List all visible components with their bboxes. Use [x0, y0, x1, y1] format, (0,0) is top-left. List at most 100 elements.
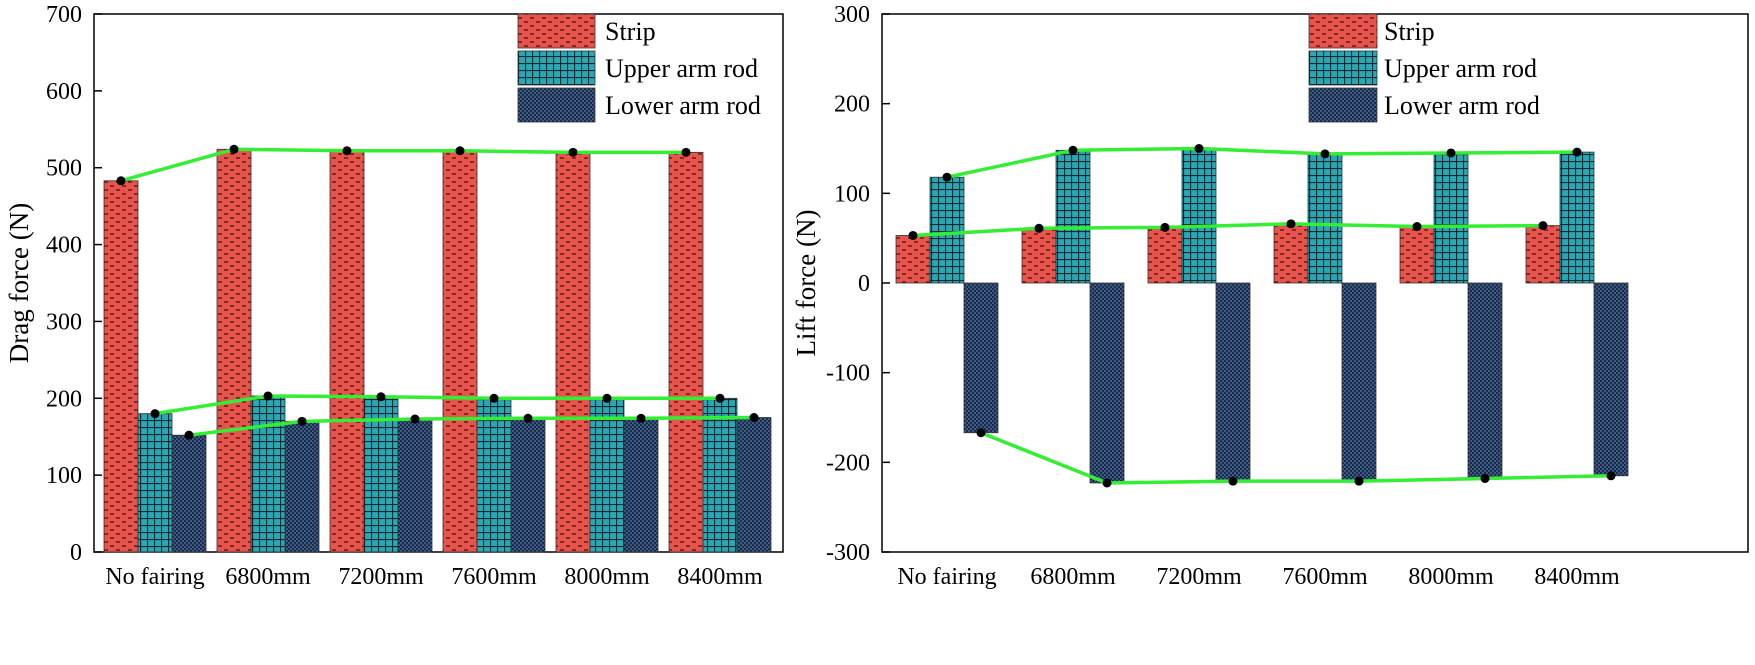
bar-upper: [476, 397, 512, 553]
x-tick-label: 7600mm: [451, 564, 537, 590]
legend-label-strip: Strip: [1384, 17, 1435, 46]
data-point-lower: [1354, 476, 1364, 486]
bar-strip: [1021, 227, 1057, 284]
data-point-strip: [1286, 219, 1296, 229]
bar-upper: [1055, 149, 1091, 284]
bar-strip: [442, 150, 478, 553]
bar-upper: [1433, 152, 1469, 284]
data-point-upper: [1194, 144, 1204, 153]
y-tick-label: -200: [826, 450, 870, 476]
bar-strip: [329, 150, 365, 553]
data-point-lower: [749, 413, 759, 422]
x-tick-label: No fairing: [897, 564, 996, 590]
data-point-upper: [489, 393, 499, 403]
y-tick-label: 600: [46, 79, 82, 105]
y-tick-label: 200: [46, 386, 82, 412]
legend-swatch-lower: [517, 87, 596, 123]
data-point-lower: [1102, 478, 1112, 488]
bar-upper: [1307, 153, 1343, 284]
bar-lower: [623, 417, 659, 553]
y-tick-label: 100: [834, 181, 870, 207]
legend-swatch-upper: [517, 50, 596, 86]
chart-2: -300 -200 -100 0 100 200 300 Lift force (N) No f…: [791, 2, 1749, 590]
bar-lower: [1089, 282, 1125, 484]
legend-swatch-strip: [517, 13, 596, 49]
x-tick-label: 8400mm: [1534, 564, 1620, 590]
trend-line-upper: [154, 394, 720, 416]
bar-strip: [1147, 227, 1183, 284]
bar-lower: [1467, 282, 1503, 479]
legend-label-lower: Lower arm rod: [1384, 91, 1540, 120]
data-point-lower: [1480, 473, 1490, 483]
y-tick-label: 0: [858, 271, 870, 297]
legend: Strip Upper arm rod Lower arm rod: [517, 13, 761, 123]
bar-strip: [1399, 226, 1435, 284]
data-point-upper: [1572, 147, 1582, 157]
data-point-strip: [1538, 221, 1548, 231]
x-tick-label: No fairing: [105, 564, 204, 590]
x-tick-label: 7600mm: [1282, 564, 1368, 590]
x-tick-label: 8400mm: [677, 564, 763, 590]
legend-swatch-upper: [1308, 50, 1378, 86]
trend-line-strip: [912, 222, 1544, 238]
data-point-upper: [602, 393, 612, 403]
y-tick-label: 300: [46, 309, 82, 335]
bar-upper: [137, 413, 173, 553]
legend-label-strip: Strip: [605, 17, 656, 46]
data-point-strip: [1412, 222, 1422, 232]
bar-lower: [736, 417, 772, 553]
bar-upper: [929, 176, 965, 284]
bar-upper: [702, 397, 738, 553]
trend-line-upper: [946, 146, 1578, 179]
bar-strip: [668, 151, 704, 553]
data-point-lower: [523, 413, 533, 423]
data-point-upper: [942, 172, 952, 182]
x-tick-label: 6800mm: [225, 564, 311, 590]
y-tick-label: 300: [834, 2, 870, 28]
legend-label-upper: Upper arm rod: [605, 54, 758, 83]
legend-label-lower: Lower arm rod: [605, 91, 761, 120]
y-tick-label: 200: [834, 92, 870, 118]
bar-lower: [284, 420, 320, 553]
data-point-lower: [184, 430, 194, 440]
bar-strip: [555, 151, 591, 553]
data-point-upper: [263, 391, 273, 401]
data-point-upper: [1446, 148, 1456, 158]
y-tick-label: 500: [46, 156, 82, 182]
data-point-strip: [229, 144, 239, 154]
bar-lower: [171, 434, 207, 553]
bar-lower: [1215, 282, 1251, 482]
bar-strip: [1273, 223, 1309, 284]
data-point-strip: [908, 230, 918, 240]
bar-strip: [1525, 225, 1561, 284]
data-point-strip: [681, 147, 691, 157]
bar-strip: [216, 148, 252, 553]
bar-strip: [103, 180, 139, 553]
bar-upper: [1181, 148, 1217, 284]
bar-lower: [963, 282, 999, 434]
y-tick-label: 700: [46, 2, 82, 28]
bar-upper: [363, 396, 399, 553]
bar-lower: [1341, 282, 1377, 482]
data-point-lower: [976, 428, 986, 438]
data-point-upper: [1068, 145, 1078, 155]
bar-strip: [895, 235, 931, 284]
legend-label-upper: Upper arm rod: [1384, 54, 1537, 83]
y-tick-label: 400: [46, 233, 82, 259]
y-tick-label: 0: [70, 540, 82, 566]
y-axis-title: Lift force (N): [791, 210, 821, 357]
data-point-lower: [636, 413, 646, 423]
data-point-strip: [568, 147, 578, 157]
y-tick-label: -100: [826, 361, 870, 387]
data-point-strip: [1034, 223, 1044, 233]
bar-upper: [1559, 151, 1595, 284]
bar-upper: [250, 395, 286, 553]
trend-line-lower: [188, 415, 755, 437]
data-point-upper: [150, 409, 160, 419]
chart-1: 0 100 200 300 400 500 600 700 Drag force (N) No f…: [4, 2, 784, 590]
legend: Strip Upper arm rod Lower arm rod: [1308, 13, 1540, 123]
data-point-strip: [455, 146, 465, 156]
bar-lower: [510, 417, 546, 553]
data-point-lower: [410, 414, 420, 424]
